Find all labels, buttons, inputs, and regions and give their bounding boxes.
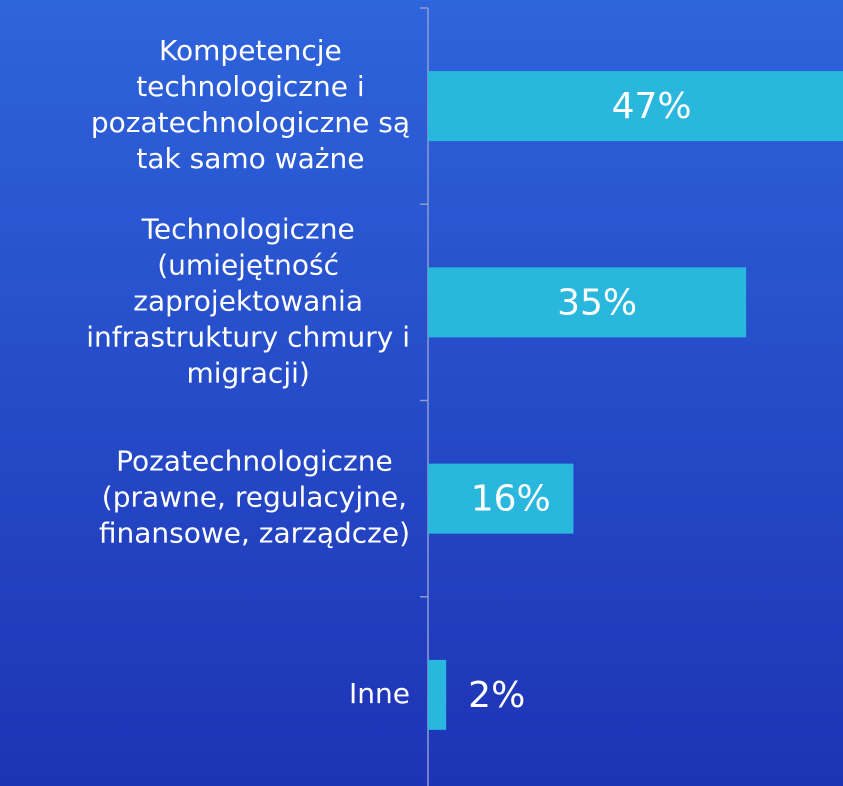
category-label-line: zaprojektowania	[133, 284, 363, 317]
category-label-line: finansowe, zarządcze)	[99, 517, 410, 550]
bar	[428, 267, 747, 338]
category-label-line: Kompetencje	[159, 34, 342, 67]
category-label-line: Inne	[349, 677, 410, 710]
category-label-line: (umiejętność	[157, 248, 339, 281]
category-label-line: pozatechnologiczne są	[91, 106, 410, 139]
category-label-line: migracji)	[186, 356, 309, 389]
bar	[428, 463, 574, 534]
category-label-line: Pozatechnologiczne	[116, 445, 393, 478]
category-label-line: tak samo ważne	[136, 142, 364, 175]
category-label-line: infrastruktury chmury i	[86, 320, 410, 353]
bar	[428, 71, 843, 142]
value-label: 35%	[557, 282, 637, 323]
category-label: Inne	[349, 677, 410, 710]
value-label: 47%	[612, 86, 692, 127]
category-label: Pozatechnologiczne(prawne, regulacyjne,f…	[99, 445, 410, 550]
category-label-line: technologiczne i	[136, 70, 364, 103]
value-label: 16%	[471, 479, 551, 520]
category-label-line: Technologiczne	[141, 212, 355, 245]
category-label-line: (prawne, regulacyjne,	[102, 481, 407, 514]
category-label: Technologiczne(umiejętnośćzaprojektowani…	[86, 212, 410, 389]
bar	[428, 659, 447, 730]
value-label: 2%	[468, 675, 525, 716]
